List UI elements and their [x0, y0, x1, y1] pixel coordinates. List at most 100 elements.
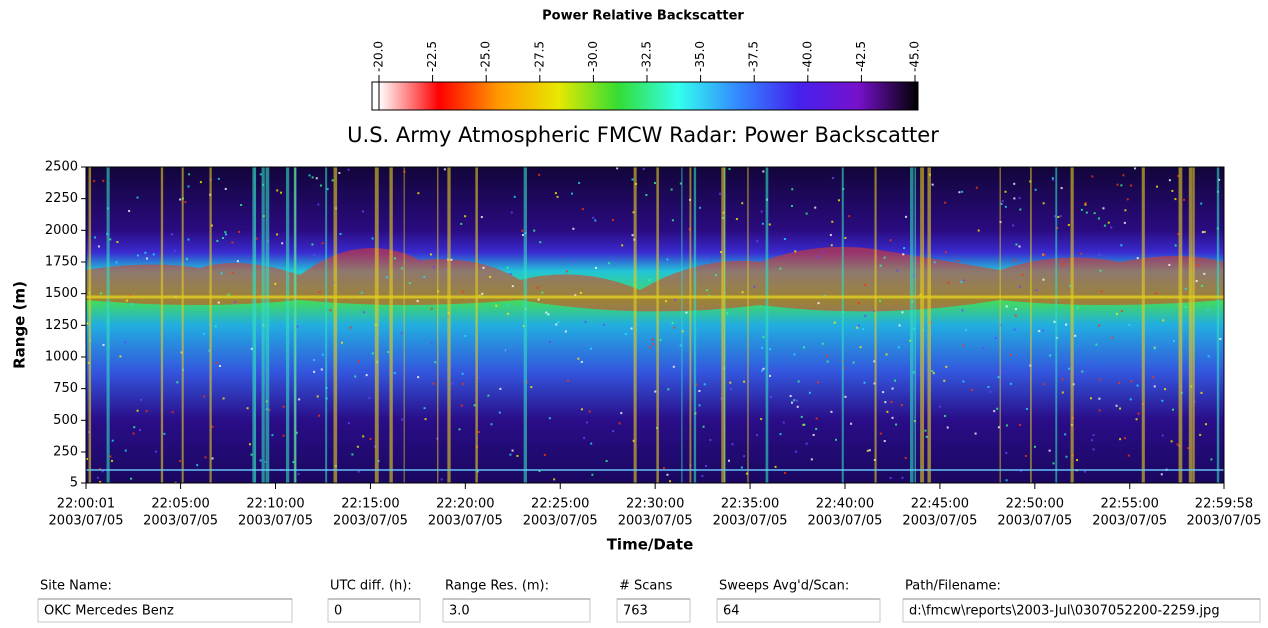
speckle-dot	[459, 428, 461, 430]
speckle-dot	[553, 478, 555, 480]
speckle-dot	[631, 327, 633, 329]
speckle-dot	[860, 346, 862, 348]
speckle-dot	[1052, 177, 1054, 179]
speckle-dot	[1200, 392, 1202, 394]
speckle-dot	[732, 443, 734, 445]
speckle-dot	[803, 346, 805, 348]
speckle-dot	[606, 460, 608, 462]
speckle-dot	[581, 408, 583, 410]
speckle-dot	[1057, 216, 1059, 218]
speckle-dot	[539, 241, 541, 243]
speckle-dot	[867, 450, 869, 452]
speckle-dot	[1168, 264, 1170, 266]
speckle-dot	[880, 433, 882, 435]
speckle-dot	[591, 474, 593, 476]
speckle-dot	[109, 455, 111, 457]
speckle-dot	[200, 181, 202, 183]
speckle-dot	[462, 373, 464, 375]
field-value: 763	[623, 604, 648, 619]
speckle-dot	[1006, 305, 1008, 307]
speckle-dot	[715, 274, 717, 276]
colorbar-tick-label: -40.0	[800, 41, 814, 72]
speckle-dot	[170, 360, 172, 362]
speckle-dot	[801, 416, 803, 418]
speckle-dot	[1124, 222, 1126, 224]
speckle-dot	[945, 251, 947, 253]
speckle-dot	[509, 454, 511, 456]
speckle-dot	[510, 273, 512, 275]
speckle-dot	[116, 261, 118, 263]
speckle-dot	[698, 404, 700, 406]
x-tick-date: 2003/07/05	[333, 514, 408, 529]
speckle-dot	[196, 464, 198, 466]
speckle-dot	[186, 258, 188, 260]
speckle-dot	[401, 332, 403, 334]
speckle-dot	[351, 453, 353, 455]
speckle-dot	[582, 208, 584, 210]
speckle-dot	[271, 434, 273, 436]
speckle-dot	[1091, 439, 1093, 441]
speckle-dot	[1093, 448, 1095, 450]
speckle-dot	[146, 410, 148, 412]
speckle-dot	[674, 299, 676, 301]
speckle-dot	[358, 361, 360, 363]
speckle-dot	[507, 267, 509, 269]
speckle-dot	[1035, 289, 1037, 291]
speckle-dot	[313, 254, 315, 256]
speckle-dot	[899, 324, 901, 326]
speckle-dot	[632, 234, 634, 236]
speckle-dot	[850, 423, 852, 425]
speckle-dot	[903, 247, 905, 249]
y-tick-label: 500	[53, 413, 78, 428]
field-label: Sweeps Avg'd/Scan:	[719, 579, 849, 594]
speckle-dot	[533, 230, 535, 232]
speckle-dot	[743, 455, 745, 457]
speckle-dot	[140, 399, 142, 401]
speckle-dot	[1043, 202, 1045, 204]
speckle-dot	[1119, 408, 1121, 410]
speckle-dot	[1019, 245, 1021, 247]
speckle-dot	[1101, 291, 1103, 293]
speckle-dot	[816, 417, 818, 419]
speckle-dot	[259, 459, 261, 461]
speckle-dot	[1128, 455, 1130, 457]
speckle-dot	[1164, 388, 1166, 390]
speckle-dot	[487, 395, 489, 397]
speckle-dot	[761, 347, 763, 349]
field-box	[717, 599, 880, 622]
speckle-dot	[516, 455, 518, 457]
speckle-dot	[567, 380, 569, 382]
speckle-dot	[962, 309, 964, 311]
speckle-dot	[776, 370, 778, 372]
speckle-dot	[809, 392, 811, 394]
speckle-dot	[905, 216, 907, 218]
speckle-dot	[112, 440, 114, 442]
speckle-dot	[221, 272, 223, 274]
speckle-dot	[522, 234, 524, 236]
speckle-dot	[547, 313, 549, 315]
speckle-dot	[736, 218, 738, 220]
speckle-dot	[1015, 308, 1017, 310]
speckle-dot	[580, 292, 582, 294]
speckle-dot	[97, 477, 99, 479]
speckle-dot	[417, 376, 419, 378]
speckle-dot	[1098, 324, 1100, 326]
speckle-dot	[322, 354, 324, 356]
speckle-dot	[1108, 222, 1110, 224]
speckle-dot	[1130, 398, 1132, 400]
y-tick-label: 2500	[45, 160, 78, 175]
speckle-dot	[372, 352, 374, 354]
speckle-dot	[806, 443, 808, 445]
speckle-dot	[654, 391, 656, 393]
speckle-dot	[934, 261, 936, 263]
speckle-dot	[1091, 175, 1093, 177]
speckle-dot	[212, 457, 214, 459]
speckle-dot	[348, 169, 350, 171]
speckle-dot	[932, 184, 934, 186]
speckle-dot	[179, 460, 181, 462]
speckle-dot	[490, 423, 492, 425]
y-tick-label: 1250	[45, 318, 78, 333]
speckle-dot	[1015, 315, 1017, 317]
speckle-dot	[340, 233, 342, 235]
y-tick-label: 2000	[45, 223, 78, 238]
